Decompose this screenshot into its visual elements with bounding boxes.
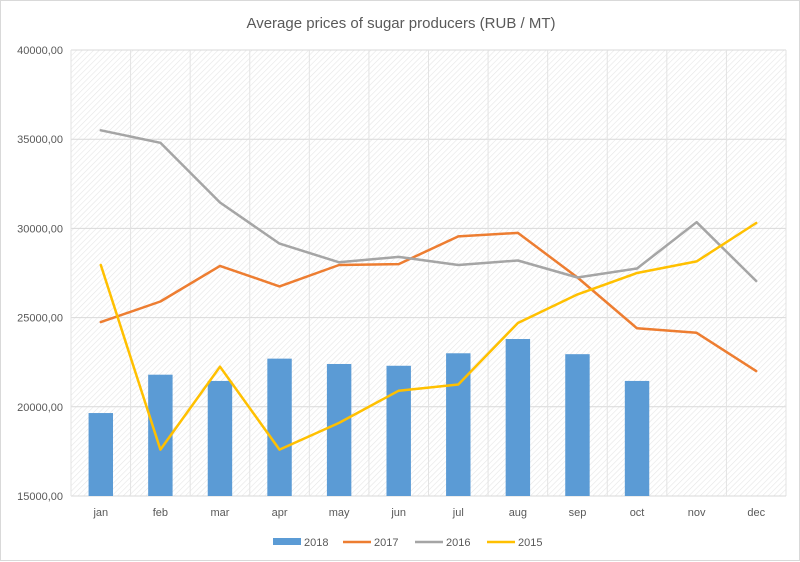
axes: 15000,00 20000,00 25000,00 30000,00 35000,00… <box>17 45 765 519</box>
x-tick-label: feb <box>153 507 168 519</box>
line-series-2015 <box>99 221 758 451</box>
bar-2018-jan <box>88 413 114 496</box>
y-tick-label: 35000,00 <box>17 134 63 146</box>
x-tick-label: jun <box>390 507 406 519</box>
bar-2018-may <box>326 363 352 496</box>
x-tick-label: oct <box>630 507 645 519</box>
legend: 2018 2017 2016 2015 <box>273 537 542 549</box>
y-tick-label: 40000,00 <box>17 45 63 57</box>
bar-2018-oct <box>624 380 650 496</box>
bar-2018-jun <box>386 365 411 496</box>
line-series-2016 <box>99 129 758 283</box>
legend-swatch-2018 <box>273 538 301 545</box>
x-tick-label: mar <box>210 507 229 519</box>
x-tick-label: jan <box>92 507 108 519</box>
x-tick-label: sep <box>569 507 587 519</box>
x-tick-label: apr <box>272 507 288 519</box>
line-series-2017 <box>99 231 758 373</box>
bar-2018-apr <box>267 358 292 496</box>
x-tick-label: nov <box>688 507 706 519</box>
legend-label-2017: 2017 <box>374 537 398 549</box>
y-tick-label: 15000,00 <box>17 491 63 503</box>
x-tick-label: may <box>329 507 350 519</box>
bar-series <box>88 339 650 496</box>
legend-label-2016: 2016 <box>446 537 470 549</box>
bar-2018-sep <box>565 354 590 496</box>
legend-label-2018: 2018 <box>304 537 328 549</box>
x-tick-label: aug <box>509 507 527 519</box>
legend-label-2015: 2015 <box>518 537 542 549</box>
line-series <box>99 129 758 451</box>
y-tick-label: 30000,00 <box>17 223 63 235</box>
x-tick-label: jul <box>452 507 464 519</box>
gridlines <box>70 49 787 497</box>
y-tick-label: 20000,00 <box>17 402 63 414</box>
bar-2018-feb <box>148 374 173 496</box>
chart-title: Average prices of sugar producers (RUB /… <box>246 15 555 32</box>
bar-2018-mar <box>207 380 233 496</box>
y-tick-label: 25000,00 <box>17 313 63 325</box>
x-tick-label: dec <box>747 507 765 519</box>
bar-2018-aug <box>505 339 531 496</box>
